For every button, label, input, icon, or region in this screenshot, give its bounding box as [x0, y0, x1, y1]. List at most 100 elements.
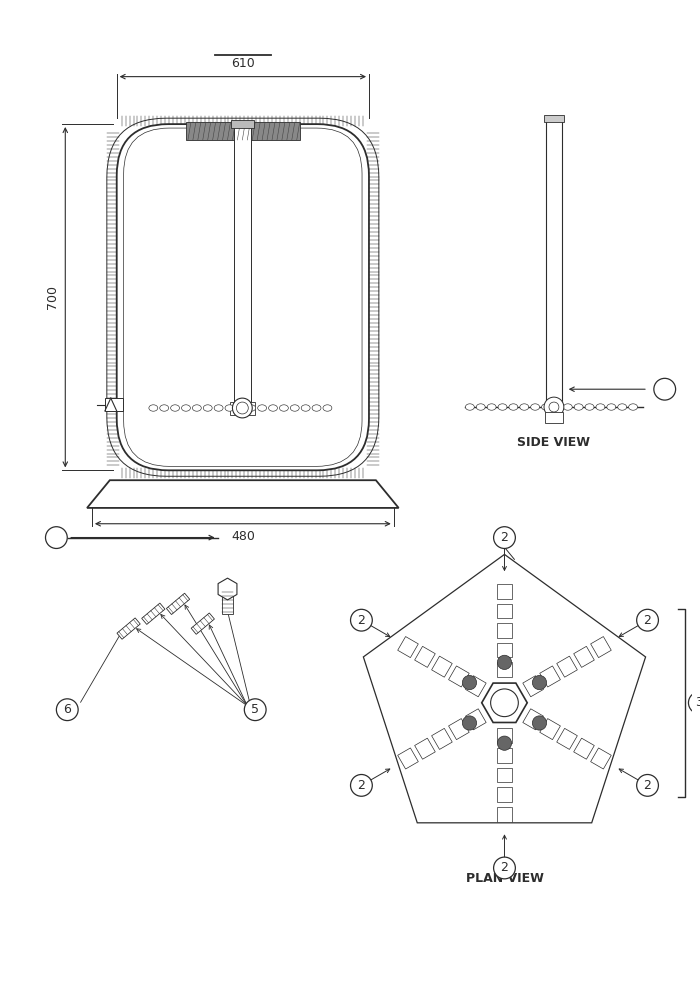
Circle shape [463, 675, 477, 690]
Polygon shape [496, 623, 512, 638]
Circle shape [244, 699, 266, 721]
Polygon shape [523, 676, 543, 697]
Ellipse shape [279, 405, 288, 411]
Ellipse shape [301, 405, 310, 411]
Text: 1: 1 [661, 383, 668, 396]
Polygon shape [466, 676, 486, 697]
Ellipse shape [466, 404, 475, 410]
Text: 610: 610 [231, 57, 255, 70]
Circle shape [491, 689, 518, 717]
Ellipse shape [629, 404, 638, 410]
Polygon shape [414, 646, 435, 667]
Circle shape [498, 736, 512, 750]
Bar [544, 115, 564, 122]
Text: 2: 2 [643, 779, 652, 792]
Text: 4: 4 [52, 531, 60, 544]
Polygon shape [167, 593, 190, 615]
Polygon shape [540, 719, 561, 740]
Polygon shape [556, 728, 577, 749]
Ellipse shape [596, 404, 605, 410]
Text: 2: 2 [358, 614, 365, 627]
Text: 6: 6 [63, 703, 71, 716]
Circle shape [57, 699, 78, 721]
Polygon shape [466, 709, 486, 730]
Polygon shape [398, 637, 419, 658]
Text: PLAN VIEW: PLAN VIEW [466, 872, 543, 885]
Text: 2: 2 [500, 861, 508, 874]
Ellipse shape [203, 405, 212, 411]
Circle shape [237, 402, 248, 414]
Polygon shape [87, 480, 398, 508]
Polygon shape [574, 738, 594, 759]
Ellipse shape [531, 404, 540, 410]
Ellipse shape [585, 404, 594, 410]
Circle shape [654, 378, 676, 400]
Polygon shape [496, 604, 512, 618]
Circle shape [549, 402, 559, 412]
Polygon shape [496, 748, 512, 763]
Polygon shape [398, 748, 419, 769]
Polygon shape [117, 618, 140, 639]
Circle shape [351, 609, 372, 631]
Polygon shape [496, 584, 512, 599]
Circle shape [351, 774, 372, 796]
Circle shape [533, 675, 547, 690]
Polygon shape [496, 768, 512, 782]
Polygon shape [141, 603, 165, 624]
Ellipse shape [160, 405, 169, 411]
Bar [222, 588, 233, 614]
Ellipse shape [149, 405, 158, 411]
Circle shape [689, 692, 700, 714]
Bar [232, 120, 254, 128]
Polygon shape [432, 728, 452, 749]
Circle shape [494, 857, 515, 879]
Text: 3: 3 [695, 696, 700, 709]
Text: 5: 5 [251, 703, 259, 716]
Polygon shape [496, 728, 512, 743]
Ellipse shape [552, 404, 561, 410]
Ellipse shape [617, 404, 626, 410]
Ellipse shape [542, 404, 550, 410]
Text: 2: 2 [643, 614, 652, 627]
Ellipse shape [247, 405, 256, 411]
Bar [234, 126, 251, 403]
Text: 480: 480 [231, 530, 255, 543]
Ellipse shape [323, 405, 332, 411]
Polygon shape [523, 709, 543, 730]
Bar [546, 119, 562, 403]
Polygon shape [540, 666, 561, 687]
Polygon shape [496, 643, 512, 657]
Ellipse shape [171, 405, 179, 411]
Polygon shape [496, 787, 512, 802]
Circle shape [637, 774, 659, 796]
Polygon shape [591, 637, 611, 658]
Bar [186, 122, 300, 140]
Polygon shape [574, 646, 594, 667]
Bar [230, 402, 256, 415]
Ellipse shape [498, 404, 507, 410]
Ellipse shape [290, 405, 299, 411]
Circle shape [232, 398, 252, 418]
Circle shape [46, 527, 67, 548]
Ellipse shape [258, 405, 267, 411]
Ellipse shape [574, 404, 583, 410]
Ellipse shape [564, 404, 572, 410]
Polygon shape [591, 748, 611, 769]
Circle shape [544, 397, 564, 417]
Ellipse shape [487, 404, 496, 410]
Circle shape [463, 716, 477, 730]
Ellipse shape [193, 405, 202, 411]
Polygon shape [449, 666, 469, 687]
Polygon shape [449, 719, 469, 740]
Ellipse shape [312, 405, 321, 411]
Ellipse shape [269, 405, 277, 411]
FancyBboxPatch shape [107, 118, 379, 476]
Ellipse shape [520, 404, 528, 410]
Polygon shape [432, 656, 452, 677]
Polygon shape [414, 738, 435, 759]
Circle shape [637, 609, 659, 631]
Ellipse shape [181, 405, 190, 411]
Ellipse shape [214, 405, 223, 411]
Polygon shape [191, 613, 214, 634]
Circle shape [498, 655, 512, 669]
